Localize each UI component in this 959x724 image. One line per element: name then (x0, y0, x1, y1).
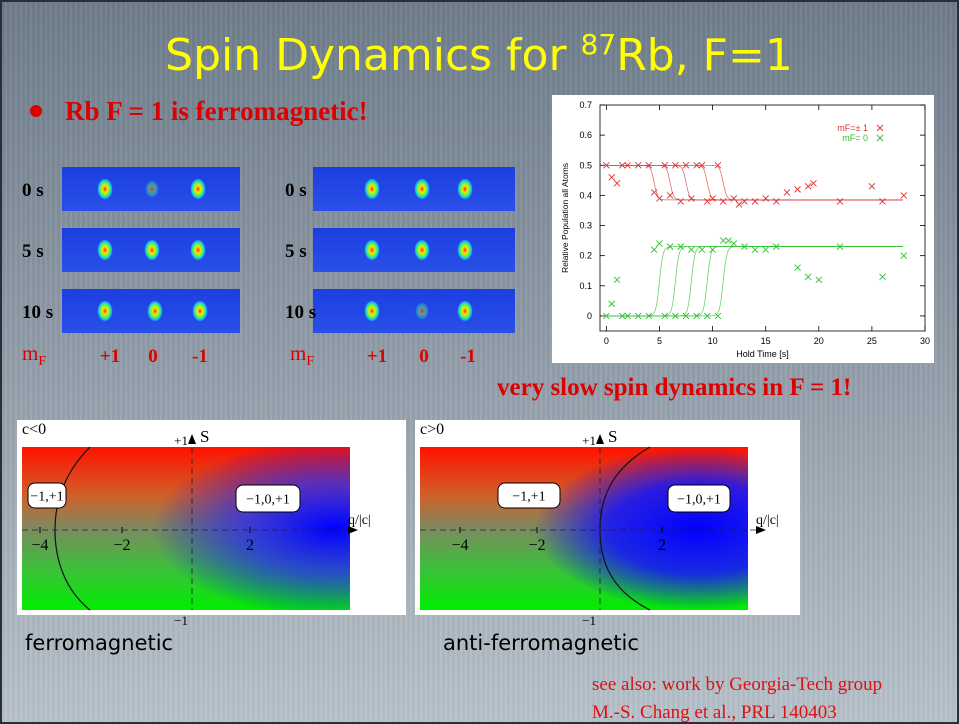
atom-cloud (364, 239, 380, 261)
region-label: −1,+1 (512, 490, 545, 505)
bullet-text: Rb F = 1 is ferromagnetic! (65, 96, 368, 126)
mf-value: +1 (100, 346, 120, 367)
atom-cloud (414, 178, 430, 200)
remark: very slow spin dynamics in F = 1! (497, 374, 851, 401)
s-bottom-label: −1 (582, 613, 596, 628)
s-top-label: +1 (174, 433, 188, 448)
atom-cloud (144, 239, 160, 261)
corner-label: c>0 (420, 421, 444, 438)
legend-label: mF= 0 (842, 133, 868, 143)
mf-label: mF (22, 341, 46, 369)
absorption-image (313, 289, 515, 333)
x-tick-label: 25 (867, 336, 877, 346)
q-tick-label: −4 (31, 537, 48, 554)
region-label: −1,+1 (30, 490, 63, 505)
atom-cloud (97, 239, 113, 261)
atom-cloud (457, 178, 473, 200)
atom-cloud (457, 239, 473, 261)
y-tick-label: 0.6 (579, 130, 592, 140)
atom-cloud (192, 300, 208, 322)
plot-panel (552, 95, 934, 363)
mf-symbol: m (22, 341, 38, 365)
y-axis-label: Relative Population all Atoms (560, 163, 570, 273)
atom-cloud (147, 300, 163, 322)
x-tick-label: 15 (761, 336, 771, 346)
page: {"title":{"main":"Spin Dynamics for ","i… (0, 0, 959, 724)
time-label: 10 s (285, 302, 316, 323)
atom-cloud (190, 239, 206, 261)
atom-cloud (97, 178, 113, 200)
atom-cloud (145, 180, 159, 198)
reference: M.-S. Chang et al., PRL 140403 (592, 702, 837, 723)
mf-value: -1 (460, 346, 476, 367)
q-axis-label: q/|c| (756, 513, 779, 528)
time-label: 5 s (22, 241, 44, 262)
mf-value: 0 (419, 346, 429, 367)
mf-value: -1 (192, 346, 208, 367)
atom-cloud (364, 178, 380, 200)
diagram-caption: ferromagnetic (25, 631, 173, 655)
q-axis-label: q/|c| (348, 513, 371, 528)
y-tick-label: 0.7 (579, 100, 592, 110)
s-bottom-label: −1 (174, 613, 188, 628)
atom-cloud (364, 300, 380, 322)
atom-cloud (414, 239, 430, 261)
x-axis-label: Hold Time [s] (736, 349, 789, 359)
y-tick-label: 0.3 (579, 221, 592, 231)
phase-map-blue (420, 447, 748, 610)
y-tick-label: 0 (587, 311, 592, 321)
s-axis-label: S (200, 427, 209, 446)
slide: Spin Dynamics for 87Rb, F=1 Rb F = 1 is … (0, 0, 959, 724)
atom-cloud (190, 178, 206, 200)
y-tick-label: 0.2 (579, 251, 592, 261)
region-label: −1,0,+1 (246, 493, 290, 508)
s-axis-label: S (608, 427, 617, 446)
y-tick-label: 0.1 (579, 281, 592, 291)
atom-cloud (457, 300, 473, 322)
q-tick-label: −4 (451, 537, 468, 554)
x-tick-label: 30 (920, 336, 930, 346)
mf-subscript: F (38, 354, 46, 369)
s-top-label: +1 (582, 433, 596, 448)
q-tick-label: −2 (528, 537, 545, 554)
title-text: Rb, F=1 (616, 30, 793, 81)
title-text: Spin Dynamics for (165, 30, 580, 81)
diagram-caption: anti-ferromagnetic (443, 631, 639, 655)
atom-cloud (97, 300, 113, 322)
y-tick-label: 0.5 (579, 160, 592, 170)
slide-title: Spin Dynamics for 87Rb, F=1 (165, 28, 793, 81)
mf-subscript: F (306, 354, 314, 369)
time-label: 0 s (285, 180, 307, 201)
atom-cloud (415, 302, 429, 320)
time-label: 0 s (22, 180, 44, 201)
x-tick-label: 5 (657, 336, 662, 346)
reference: see also: work by Georgia-Tech group (592, 674, 882, 695)
x-tick-label: 0 (604, 336, 609, 346)
mf-symbol: m (290, 341, 306, 365)
time-label: 10 s (22, 302, 53, 323)
mf-value: +1 (367, 346, 387, 367)
q-tick-label: 2 (246, 537, 254, 554)
region-label: −1,0,+1 (677, 493, 721, 508)
q-tick-label: −2 (113, 537, 130, 554)
x-tick-label: 10 (708, 336, 718, 346)
q-tick-label: 2 (658, 537, 666, 554)
mf-label: mF (290, 341, 314, 369)
bullet-dot (30, 105, 42, 117)
title-isotope: 87 (581, 28, 617, 61)
time-label: 5 s (285, 241, 307, 262)
mf-value: 0 (148, 346, 158, 367)
legend-label: mF=± 1 (837, 123, 868, 133)
x-tick-label: 20 (814, 336, 824, 346)
y-tick-label: 0.4 (579, 190, 592, 200)
corner-label: c<0 (22, 421, 46, 438)
